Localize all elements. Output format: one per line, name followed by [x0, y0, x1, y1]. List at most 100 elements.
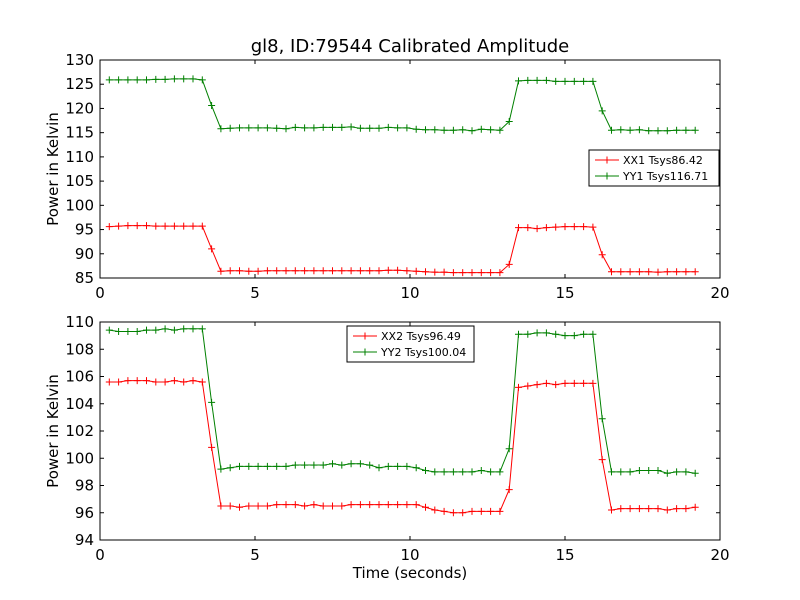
data-point — [124, 222, 132, 230]
legend: XX2 Tsys96.49 YY2 Tsys100.04 — [346, 325, 475, 363]
y-tick-label: 110 — [65, 313, 94, 331]
legend: XX1 Tsys86.42 YY1 Tsys116.71 — [588, 149, 720, 187]
data-point — [170, 377, 178, 385]
x-axis-label: Time (seconds) — [352, 564, 468, 582]
data-point — [635, 268, 643, 276]
data-point — [198, 325, 206, 333]
data-point — [236, 124, 243, 132]
data-point — [338, 123, 346, 131]
data-point — [338, 267, 346, 275]
data-point — [375, 464, 383, 472]
data-point — [133, 328, 141, 336]
data-point — [542, 224, 550, 232]
data-point — [236, 462, 243, 470]
legend-marker — [603, 156, 611, 164]
y-tick-label: 130 — [65, 51, 94, 69]
data-point — [115, 222, 123, 230]
data-point — [515, 224, 522, 232]
data-point — [161, 325, 169, 333]
y-tick-label: 102 — [65, 422, 94, 440]
data-point — [617, 468, 625, 476]
data-point — [273, 124, 281, 132]
series-line — [109, 380, 696, 514]
data-point — [366, 501, 374, 509]
data-point — [635, 467, 643, 475]
data-point — [524, 224, 532, 232]
data-point — [282, 267, 290, 275]
data-point — [217, 267, 225, 275]
data-point — [412, 464, 420, 472]
data-point — [412, 125, 420, 133]
y-tick-label: 90 — [75, 245, 94, 263]
data-point — [254, 124, 262, 132]
legend-box — [588, 149, 720, 187]
data-point — [561, 223, 569, 231]
data-point — [143, 377, 150, 385]
data-point — [691, 268, 699, 276]
data-point — [152, 326, 160, 334]
data-point — [515, 77, 522, 85]
data-point — [403, 462, 411, 470]
data-point — [505, 445, 513, 453]
data-point — [226, 267, 234, 275]
data-point — [505, 260, 513, 268]
data-point — [691, 503, 699, 511]
data-point — [384, 123, 392, 131]
data-point — [515, 330, 522, 338]
legend-label: XX1 Tsys86.42 — [623, 154, 703, 167]
data-point — [366, 267, 374, 275]
data-point — [626, 126, 634, 134]
data-point — [654, 268, 662, 276]
legend-marker — [361, 348, 369, 356]
data-point — [617, 126, 625, 134]
data-point — [394, 462, 402, 470]
data-point — [589, 379, 597, 387]
data-point — [226, 464, 234, 472]
data-point — [422, 126, 429, 134]
data-point — [208, 245, 216, 253]
y-tick-label: 125 — [65, 75, 94, 93]
data-point — [608, 268, 615, 276]
data-point — [319, 123, 327, 131]
data-point — [663, 469, 671, 477]
data-point — [347, 123, 355, 131]
data-point — [245, 462, 253, 470]
data-point — [440, 126, 448, 134]
data-point — [394, 266, 402, 274]
data-point — [477, 269, 485, 277]
y-axis-label: Power in Kelvin — [44, 374, 62, 488]
data-point — [663, 506, 671, 514]
data-point — [254, 502, 262, 510]
data-point — [589, 223, 597, 231]
y-tick-label: 96 — [75, 504, 94, 522]
data-point — [282, 125, 290, 133]
data-point — [143, 222, 150, 230]
data-point — [440, 468, 448, 476]
data-point — [115, 328, 123, 336]
data-point — [459, 269, 467, 277]
x-tick-label: 10 — [400, 546, 419, 564]
data-point — [161, 222, 169, 230]
x-tick-label: 0 — [95, 546, 105, 564]
y-tick-label: 106 — [65, 368, 94, 386]
data-point — [533, 225, 541, 233]
data-point — [273, 267, 281, 275]
x-tick-label: 20 — [710, 284, 729, 302]
legend-label: YY1 Tsys116.71 — [622, 170, 708, 183]
data-point — [301, 124, 309, 132]
data-point — [319, 502, 327, 510]
data-point — [570, 332, 578, 340]
data-point — [347, 460, 355, 468]
x-tick-label: 20 — [710, 546, 729, 564]
data-point — [133, 222, 141, 230]
data-point — [356, 124, 364, 132]
data-point — [598, 415, 606, 423]
legend-label: YY2 Tsys100.04 — [380, 346, 466, 359]
data-point — [552, 381, 560, 389]
data-point — [412, 501, 420, 509]
data-point — [170, 326, 178, 334]
data-point — [347, 267, 355, 275]
data-point — [515, 383, 522, 391]
data-point — [626, 505, 634, 513]
